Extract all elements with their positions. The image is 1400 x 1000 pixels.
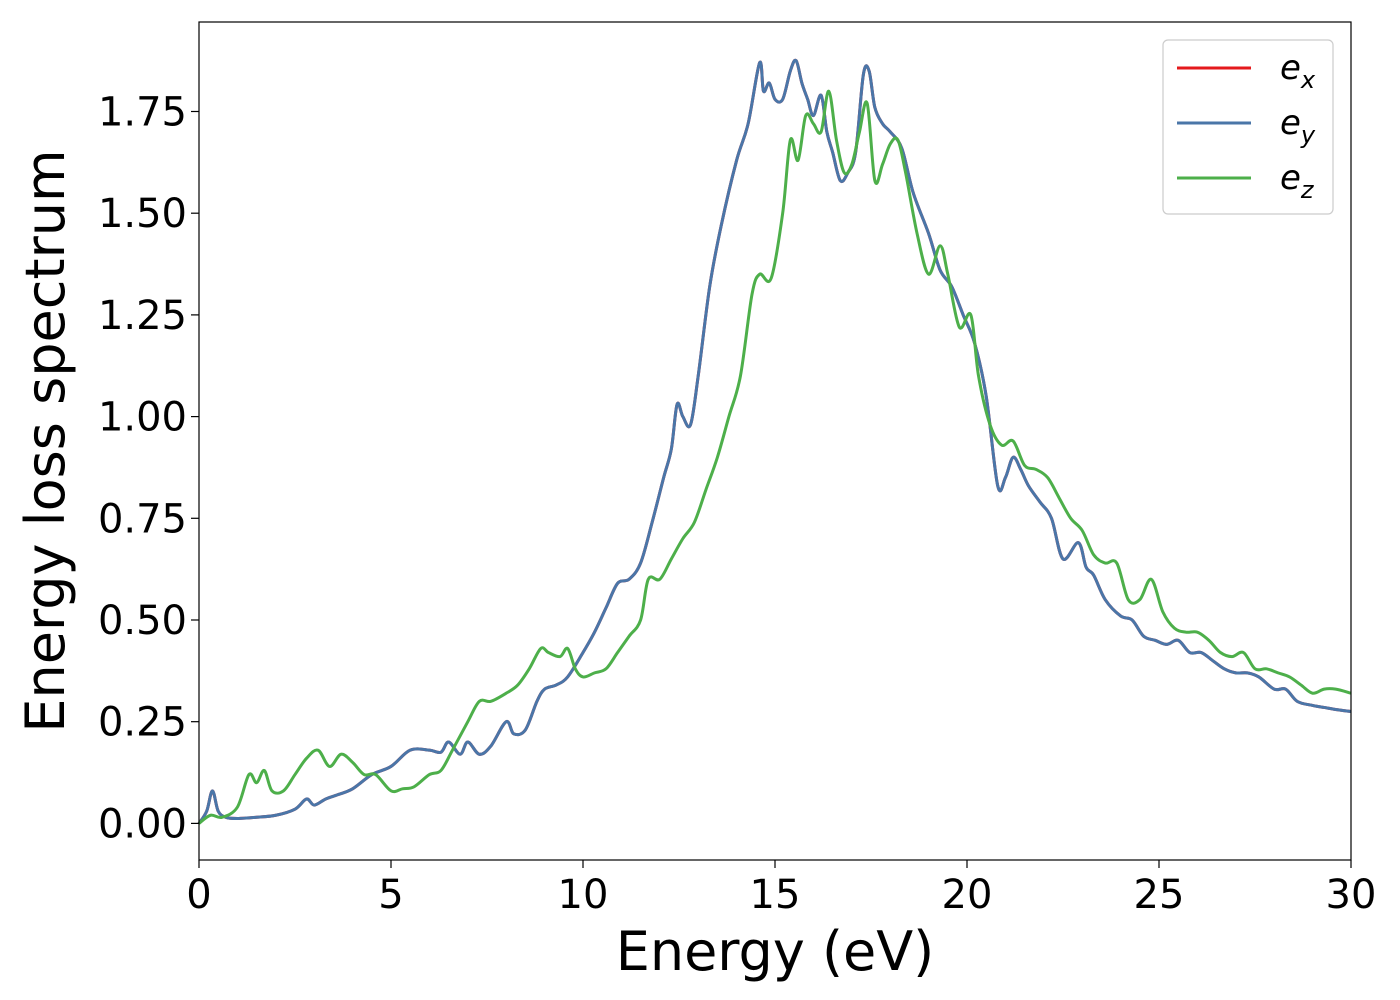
- y-tick-label: 1.00: [98, 395, 187, 441]
- x-tick-label: 25: [1134, 872, 1185, 918]
- legend-label-e-x: ex: [1280, 48, 1316, 94]
- legend-label-e-y: ey: [1280, 103, 1316, 149]
- y-axis-label: Energy loss spectrum: [14, 149, 77, 732]
- x-tick-label: 20: [942, 872, 993, 918]
- y-tick-label: 0.75: [98, 496, 187, 542]
- plot-lines: [197, 58, 1352, 825]
- x-axis-ticks: 0 5 10 15 20 25 30: [186, 860, 1376, 918]
- y-tick-label: 1.50: [98, 191, 187, 237]
- y-tick-label: 1.25: [98, 293, 187, 339]
- y-tick-label: 0.00: [98, 801, 187, 847]
- series-line-e-y: [197, 58, 1352, 825]
- legend-box: [1162, 39, 1334, 215]
- y-axis-ticks: 0.00 0.25 0.50 0.75 1.00 1.25 1.50 1.75: [98, 89, 199, 847]
- y-tick-label: 0.25: [98, 700, 187, 746]
- x-axis-label: Energy (eV): [616, 920, 935, 983]
- x-tick-label: 10: [558, 872, 609, 918]
- x-tick-label: 30: [1326, 872, 1377, 918]
- x-tick-label: 15: [750, 872, 801, 918]
- x-tick-label: 5: [378, 872, 403, 918]
- y-tick-label: 0.50: [98, 598, 187, 644]
- series-line-e-z: [198, 89, 1352, 825]
- x-tick-label: 0: [186, 872, 211, 918]
- y-tick-label: 1.75: [98, 89, 187, 135]
- legend: ex ey ez: [1162, 39, 1334, 215]
- legend-label-e-z: ez: [1280, 158, 1315, 204]
